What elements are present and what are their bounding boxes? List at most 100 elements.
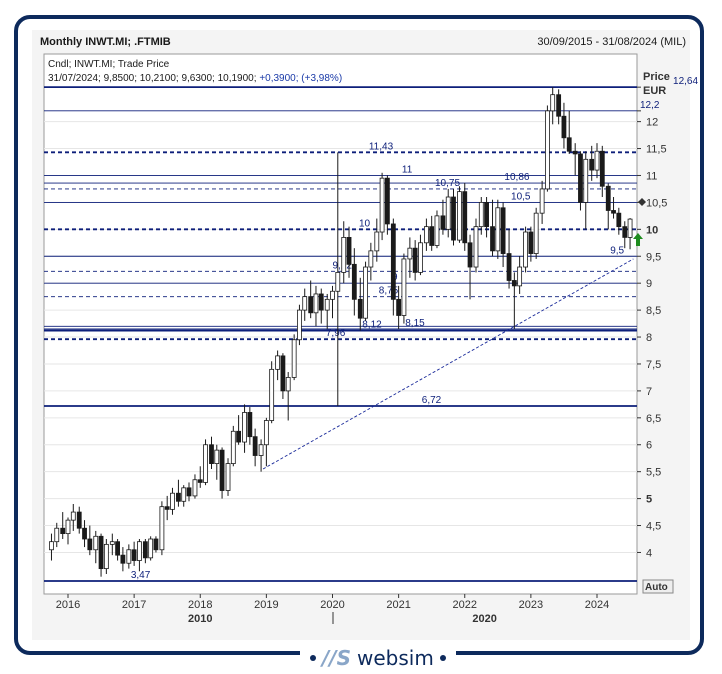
candle-body: [214, 449, 220, 464]
chart-title: Monthly INWT.MI; .FTMIB: [40, 36, 171, 48]
y-tick-label: 9,5: [646, 251, 661, 263]
candle-body: [611, 210, 616, 214]
candle-body: [457, 191, 462, 241]
candle-body: [236, 430, 242, 443]
x-tick-label: 2020: [320, 599, 344, 611]
candle-body: [583, 158, 589, 203]
candle-body: [302, 296, 308, 311]
trendline-group: [262, 258, 634, 470]
x-tick-label: 2019: [254, 599, 278, 611]
candle-body: [269, 368, 275, 421]
candle-body: [473, 226, 479, 268]
candle-body: [54, 527, 60, 543]
y-axis: 12 11,5 11 10,5 10 9,5 9 8,5 8 7,5 7 6,5 6 5,5 5 4,5 4: [637, 86, 667, 559]
candle-body: [622, 226, 628, 238]
info-line-2: 31/07/2024; 9,8500; 10,2100; 9,6300; 10,…: [48, 73, 342, 84]
level-label: 8,15: [405, 318, 425, 329]
candle-body: [291, 339, 297, 378]
candle-body: [368, 250, 374, 268]
candle-body: [153, 538, 159, 551]
y-tick-label: 10,5: [646, 197, 667, 209]
candle-body: [197, 479, 203, 483]
up-arrow-icon: [633, 233, 643, 246]
y-tick-label: 4,5: [646, 521, 661, 533]
candle-body: [142, 541, 148, 559]
candle-body: [566, 137, 572, 152]
candle-body: [384, 177, 390, 225]
y-tick-label: 9: [646, 278, 652, 290]
x-tick-label: 2021: [386, 599, 410, 611]
candle-body: [533, 212, 539, 254]
candle-body: [131, 549, 137, 561]
logo-dot-left: [310, 655, 316, 661]
candle-body: [82, 527, 87, 540]
candle-body: [390, 223, 396, 300]
y-tick-label: 8,5: [646, 305, 661, 317]
x-tick-label: 2017: [122, 599, 146, 611]
price-axis-label: Price: [643, 71, 670, 83]
candle-body: [49, 541, 54, 551]
level-label: 8,12: [362, 320, 382, 331]
candle-body: [341, 237, 347, 273]
candle-body: [401, 258, 407, 316]
last-price-marker-icon: [638, 198, 646, 206]
candle-body: [539, 188, 545, 214]
candle-body: [478, 202, 484, 228]
y-tick-label: 11,5: [646, 144, 667, 156]
candle-body: [506, 253, 512, 281]
candle-body: [247, 412, 253, 438]
candle-body: [589, 158, 595, 171]
candle-body: [523, 231, 528, 268]
candle-body: [346, 237, 352, 265]
candle-body: [137, 541, 142, 561]
candle-body: [351, 263, 357, 300]
candle-body: [170, 492, 175, 510]
level-lines: 12,6412,211,431110,8610,7510,5109,59,229…: [44, 76, 699, 582]
candle-body: [285, 377, 291, 392]
candle-body: [550, 94, 556, 112]
candle-body: [186, 487, 192, 497]
candles-group: [49, 87, 633, 577]
candle-body: [192, 479, 198, 497]
candle-body: [70, 511, 76, 521]
websim-mark-icon: //S: [322, 646, 352, 670]
candle-body: [252, 436, 258, 456]
candle-body: [578, 153, 583, 203]
level-label: 8,75: [379, 286, 399, 297]
candle-body: [126, 549, 132, 564]
websim-logo: //S websim: [300, 645, 456, 671]
candle-body: [500, 207, 506, 254]
candle-body: [258, 444, 264, 456]
candle-body: [616, 212, 622, 228]
level-label: 11,43: [369, 141, 394, 152]
x-tick-label: 2022: [453, 599, 477, 611]
candle-body: [318, 293, 324, 311]
candle-body: [594, 150, 600, 171]
candle-body: [517, 266, 523, 287]
level-label: 6,72: [422, 395, 442, 406]
level-label: 10: [359, 218, 371, 229]
x-tick-label: 2023: [519, 599, 543, 611]
auto-button[interactable]: Auto: [642, 579, 674, 594]
candle-body: [379, 177, 385, 233]
candle-body: [230, 430, 236, 464]
candle-body: [561, 115, 567, 139]
x-tick-label: 2024: [585, 599, 609, 611]
level-label: 11: [402, 164, 413, 175]
level-label: 10,75: [435, 178, 460, 189]
candle-body: [490, 226, 495, 252]
candle-body: [418, 242, 423, 273]
x-tick-label: 2018: [188, 599, 212, 611]
y-tick-label: 6,5: [646, 413, 661, 425]
candle-body: [396, 298, 402, 316]
currency-axis-label: EUR: [643, 85, 666, 97]
candle-body: [87, 538, 93, 551]
candle-body: [115, 541, 120, 556]
candle-body: [219, 449, 225, 491]
candle-body: [363, 266, 368, 319]
y-tick-label: 6: [646, 440, 652, 452]
candle-body: [374, 231, 380, 252]
candle-body: [495, 207, 501, 252]
candle-body: [599, 150, 605, 187]
